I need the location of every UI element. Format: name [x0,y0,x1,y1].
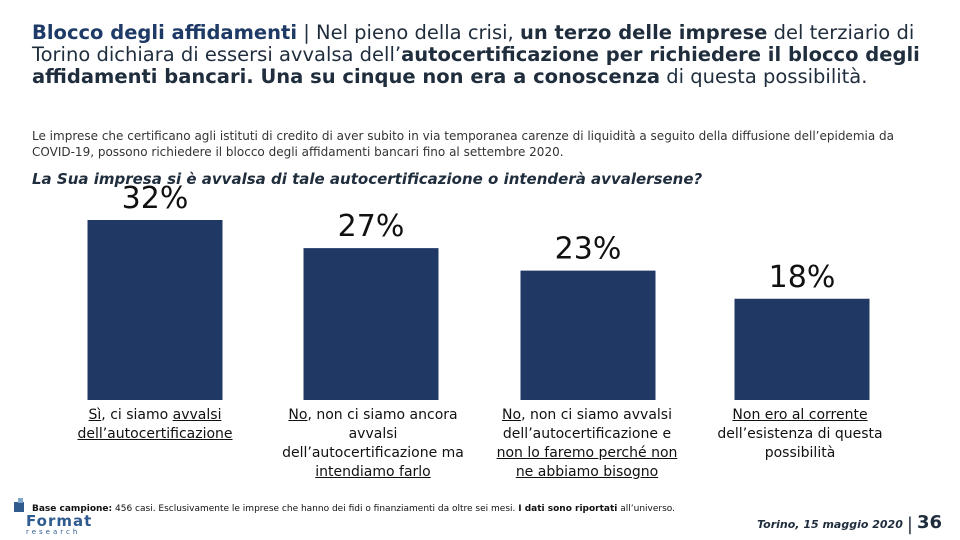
data-label-2: 27% [338,209,405,244]
data-label-3: 23% [555,232,622,267]
survey-question: La Sua impresa si è avvalsa di tale auto… [32,170,703,188]
category-label-3: No, non ci siamo avvalsi dell’autocertif… [496,407,678,480]
subtitle: Le imprese che certificano agli istituti… [32,129,894,159]
logo-square-icon [14,502,24,512]
category-label-1: Sì, ci siamo avvalsi dell’autocertificaz… [77,407,233,442]
page-number: 36 [916,512,942,533]
bar-3 [520,270,656,400]
category-label-4: Non ero al corrente dell’esistenza di qu… [717,407,883,461]
category-label-2: No, non ci siamo ancora avvalsi dell’aut… [282,407,464,480]
sample-note: Base campione: 456 casi. Esclusivamente … [32,504,675,514]
bar-1 [87,220,223,400]
bar-4 [734,298,870,400]
format-research-logo: Format research [14,498,94,538]
data-label-4: 18% [769,260,836,295]
footer-date: Torino, 15 maggio 2020 [757,518,903,531]
page-title: Blocco degli affidamenti | Nel pieno del… [32,21,920,88]
logo-small-square-icon [18,498,23,503]
footer-separator: | [906,514,913,535]
bar-2 [303,248,439,400]
footer: Torino, 15 maggio 2020 | 36 [757,512,942,535]
